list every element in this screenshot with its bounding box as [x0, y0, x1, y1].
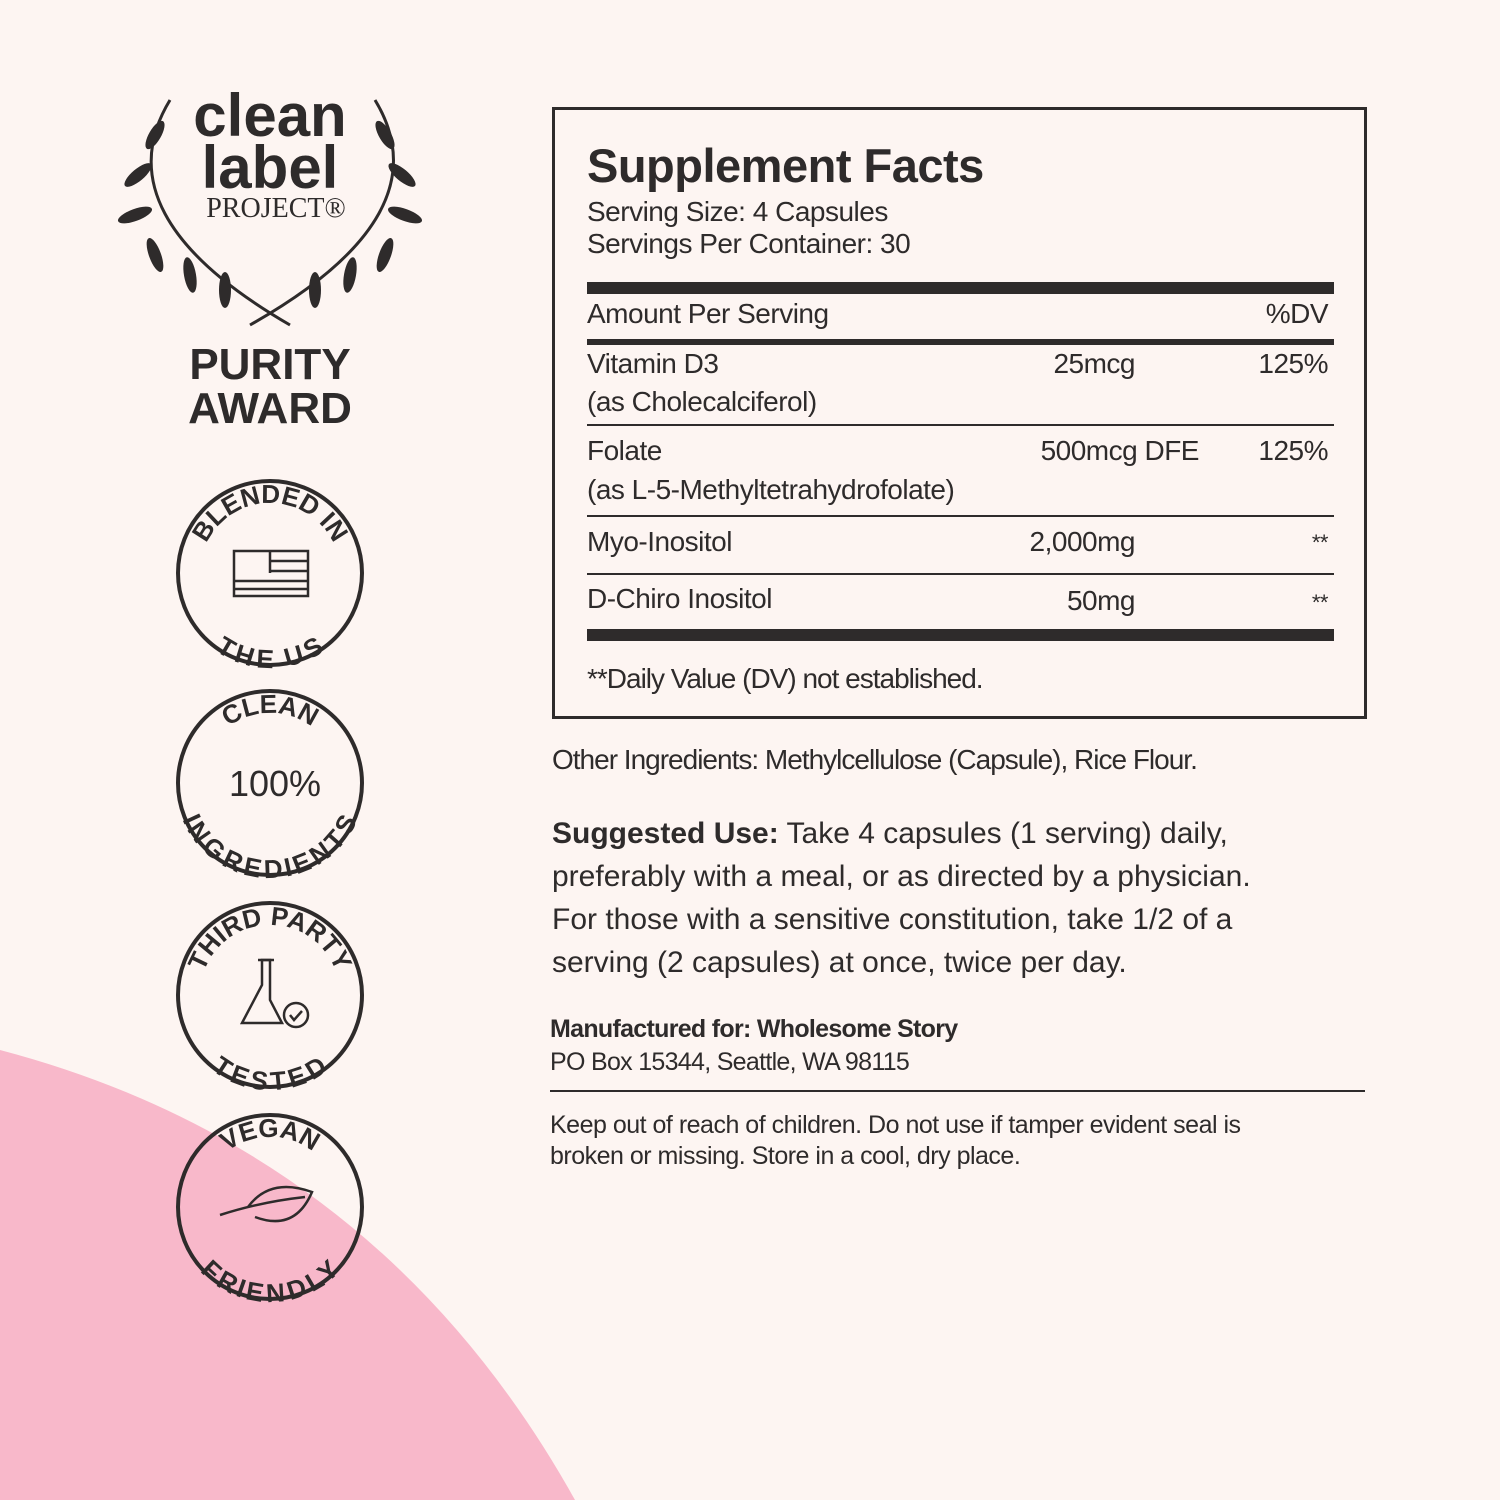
badge-center-text: 100%: [229, 763, 321, 804]
divider-thick: [587, 282, 1334, 294]
leaf-icon: [219, 1185, 314, 1223]
nutrient-dv: 125%: [1258, 435, 1328, 466]
clean-label-project-badge: clean label PROJECT® PURITY AWARD: [100, 85, 440, 445]
amount-per-serving-header: Amount Per Serving: [587, 298, 829, 329]
laurel-wreath-icon: [117, 99, 423, 327]
svg-text:BLENDED IN: BLENDED IN: [186, 479, 355, 547]
supplement-facts-panel: Supplement Facts Serving Size: 4 Capsule…: [552, 107, 1367, 719]
logo-clean: clean: [193, 82, 347, 149]
manufacturer-label: Manufactured for: Wholesome Story: [550, 1015, 958, 1043]
nutrient-dv: **: [1311, 590, 1329, 615]
other-ingredients: Other Ingredients: Methylcellulose (Caps…: [552, 744, 1198, 775]
warning-text: Keep out of reach of children. Do not us…: [550, 1110, 1241, 1172]
blended-in-us-badge: BLENDED IN THE US: [176, 479, 364, 674]
divider: [550, 1090, 1365, 1092]
dv-header: %DV: [1265, 298, 1329, 329]
nutrient-source: (as Cholecalciferol): [587, 386, 817, 417]
warning-line: Keep out of reach of children. Do not us…: [550, 1111, 1241, 1139]
manufacturer-info: Manufactured for: Wholesome Story PO Box…: [550, 1013, 958, 1079]
svg-text:VEGAN: VEGAN: [214, 1113, 325, 1157]
vegan-friendly-badge: VEGAN FRIENDLY: [176, 1113, 364, 1308]
suggested-use-line: Take 4 capsules (1 serving) daily,: [778, 817, 1228, 850]
svg-text:CLEAN: CLEAN: [216, 689, 324, 732]
divider-medium: [587, 339, 1334, 345]
logo-project: PROJECT®: [206, 193, 346, 224]
third-party-tested-badge: THIRD PARTY TESTED: [176, 901, 364, 1096]
nutrient-name: Myo-Inositol: [587, 526, 732, 557]
nutrient-name: D-Chiro Inositol: [587, 583, 772, 614]
footnote: **Daily Value (DV) not established.: [587, 663, 984, 694]
award-text: AWARD: [188, 384, 352, 433]
nutrient-source: (as L-5-Methyltetrahydrofolate): [587, 474, 955, 505]
us-flag-icon: [232, 549, 310, 598]
nutrient-amount: 50mg: [1066, 585, 1136, 616]
suggested-use-line: serving (2 capsules) at once, twice per …: [552, 946, 1127, 979]
badge-bottom-text: TESTED: [208, 1050, 331, 1096]
badge-top-text: CLEAN: [216, 689, 324, 732]
serving-size: Serving Size: 4 Capsules: [587, 196, 888, 227]
svg-text:INGREDIENTS: INGREDIENTS: [177, 809, 363, 884]
badge-top-text: BLENDED IN: [186, 479, 355, 547]
flask-check-icon: [239, 958, 310, 1029]
logo-label: label: [201, 134, 339, 201]
divider-thick: [587, 629, 1334, 641]
certification-badges: BLENDED IN THE US CLEAN INGREDIENTS 100%…: [176, 479, 364, 1308]
nutrient-amount: 25mcg: [1053, 348, 1135, 379]
suggested-use-label: Suggested Use:: [552, 817, 779, 850]
nutrient-dv: 125%: [1258, 348, 1328, 379]
divider-thin: [587, 573, 1334, 575]
nutrient-dv: **: [1311, 530, 1329, 555]
suggested-use: Suggested Use: Take 4 capsules (1 servin…: [552, 812, 1251, 984]
divider-thin: [587, 515, 1334, 517]
svg-text:TESTED: TESTED: [208, 1050, 331, 1096]
divider-thin: [587, 424, 1334, 426]
servings-per-container: Servings Per Container: 30: [587, 228, 911, 259]
purity-text: PURITY: [189, 340, 351, 389]
badge-bottom-text: INGREDIENTS: [177, 809, 363, 884]
nutrient-name: Vitamin D3: [587, 348, 719, 379]
clean-ingredients-badge: CLEAN INGREDIENTS 100%: [176, 689, 364, 884]
nutrient-amount: 500mcg DFE: [1040, 435, 1200, 466]
suggested-use-line: preferably with a meal, or as directed b…: [552, 860, 1251, 893]
nutrient-amount: 2,000mg: [1029, 526, 1136, 557]
svg-text:THE US: THE US: [212, 630, 328, 674]
warning-line: broken or missing. Store in a cool, dry …: [550, 1142, 1021, 1170]
badge-bottom-text: THE US: [212, 630, 328, 674]
badge-top-text: VEGAN: [214, 1113, 325, 1157]
manufacturer-address: PO Box 15344, Seattle, WA 98115: [550, 1048, 910, 1076]
nutrient-name: Folate: [587, 435, 662, 466]
facts-title: Supplement Facts: [587, 139, 984, 192]
suggested-use-line: For those with a sensitive constitution,…: [552, 903, 1233, 936]
